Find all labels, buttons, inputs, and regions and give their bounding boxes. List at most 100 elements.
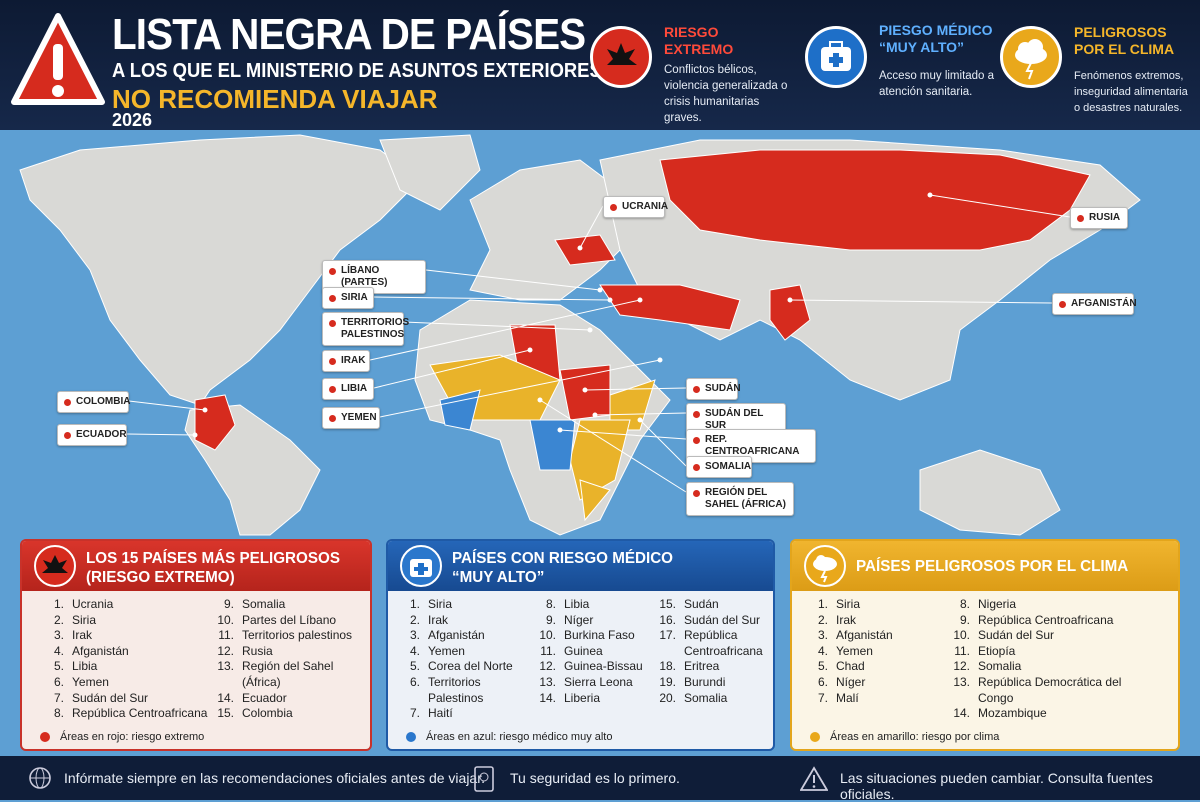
map-label: REGIÓN DEL SAHEL (ÁFRICA) <box>686 482 794 516</box>
item-name: Yemen <box>72 674 109 689</box>
leader-line <box>128 400 206 411</box>
list-item: 8. República Centroafricana <box>46 706 211 722</box>
item-number: 11. <box>218 628 234 643</box>
list-item: 13. Sierra Leona <box>538 675 656 691</box>
map-label: UCRANIA <box>603 196 668 218</box>
world-map <box>0 130 1200 538</box>
panel-body: 1. Ucrania 2. Siria 3. Irak 4. Afganistán 5. Libi… <box>22 591 370 749</box>
item-name: Siria <box>836 597 861 611</box>
item-number: 8. <box>545 597 556 611</box>
leader-dot <box>202 407 208 413</box>
list-item: 17. República Centroafricana <box>658 628 773 659</box>
item-name: Afganistán <box>72 643 129 658</box>
panel-subtitle: “MUY ALTO” <box>452 569 545 586</box>
leader-line <box>789 299 1053 304</box>
leader-line <box>584 387 687 391</box>
legend-description: Conflictos bélicos, violencia generaliza… <box>664 64 788 124</box>
panel: LOS 15 PAÍSES MÁS PELIGROSOS (RIESGO EXTR… <box>20 539 372 751</box>
leader-line <box>579 205 604 249</box>
note-dot <box>810 732 820 742</box>
leader-dot <box>607 297 613 303</box>
item-name: Somalia <box>978 659 1022 674</box>
item-number: 9. <box>959 612 970 627</box>
list-column: 8. Nigeria 9. República Centroafricana 10. Su… <box>952 597 1142 722</box>
leader-dot <box>527 347 533 353</box>
leader-dot <box>927 192 933 198</box>
item-number: 14. <box>217 690 234 705</box>
list-item: 1. Siria <box>810 597 950 613</box>
list-item: 6. Yemen <box>46 675 211 691</box>
item-number: 2. <box>409 612 420 627</box>
item-number: 10. <box>953 628 970 643</box>
leader-dot <box>587 327 593 333</box>
item-name: Libia <box>72 659 98 674</box>
list-item: 8. Libia <box>538 597 656 613</box>
item-number: 6. <box>409 674 420 689</box>
leader-dot <box>597 287 603 293</box>
item-name: Eritrea <box>684 659 720 674</box>
item-name: Sudán del Sur <box>684 612 761 627</box>
title: LISTA NEGRA DE PAÍSES <box>112 10 586 59</box>
item-number: 6. <box>817 674 828 689</box>
item-name: Guinea <box>564 643 603 658</box>
list-item: 4. Yemen <box>810 644 950 660</box>
list-item: 14. Mozambique <box>952 706 1142 722</box>
leader-dot <box>592 412 598 418</box>
passport-icon <box>474 766 494 792</box>
item-number: 4. <box>817 643 828 658</box>
item-number: 7. <box>409 706 420 721</box>
list-item: 19. Burundi <box>658 675 773 691</box>
leader-line <box>126 433 196 436</box>
footer-text: Las situaciones pueden cambiar. Consulta… <box>840 770 1153 802</box>
item-name: Somalia <box>242 597 286 611</box>
item-name: Afganistán <box>836 628 893 643</box>
item-name: Siria <box>72 612 97 627</box>
item-name: Etiopía <box>978 643 1016 658</box>
leader-line <box>539 399 687 493</box>
item-name: República Centroafricana <box>684 628 763 658</box>
header: LISTA NEGRA DE PAÍSES A LOS QUE EL MINIS… <box>0 0 1200 130</box>
item-number: 13. <box>539 674 556 689</box>
item-number: 14. <box>539 690 556 705</box>
item-number: 5. <box>817 659 828 674</box>
map-label: SOMALIA <box>686 456 752 478</box>
panel-header: PAÍSES CON RIESGO MÉDICO “MUY ALTO” <box>388 541 773 591</box>
item-name: Níger <box>564 612 594 627</box>
highlight: NO RECOMIENDA VIAJAR <box>112 84 438 114</box>
item-number: 3. <box>409 628 420 643</box>
map-label: ECUADOR <box>57 424 127 446</box>
legend-item: PELIGROSOS POR EL CLIMA Fenómenos extrem… <box>1000 22 1200 114</box>
item-number: 4. <box>53 643 64 658</box>
list-item: 4. Afganistán <box>46 644 211 660</box>
legend-icon <box>805 26 867 88</box>
item-number: 2. <box>53 612 64 627</box>
item-name: República Centroafricana <box>72 706 208 721</box>
item-number: 2. <box>817 612 828 627</box>
leader-line <box>403 321 591 331</box>
list-column: 9. Somalia 10. Partes del Líbano 11. Territor… <box>216 597 366 722</box>
list-column: 8. Libia 9. Níger 10. Burkina Faso 11. Guinea 12… <box>538 597 656 706</box>
list-item: 15. Sudán <box>658 597 773 613</box>
panel-title: LOS 15 PAÍSES MÁS PELIGROSOS <box>86 550 340 567</box>
item-number: 8. <box>53 706 64 721</box>
item-number: 16. <box>659 612 676 627</box>
note-text: Áreas en azul: riesgo médico muy alto <box>426 731 613 743</box>
leader-dot <box>192 432 198 438</box>
panel-icon <box>804 545 846 587</box>
item-name: Sierra Leona <box>564 674 633 689</box>
item-name: Irak <box>428 612 449 627</box>
list-item: 5. Libia <box>46 659 211 675</box>
list-item: 10. Sudán del Sur <box>952 628 1142 644</box>
map-label: SUDÁN <box>686 378 741 400</box>
leader-dot <box>557 427 563 433</box>
list-item: 7. Haití <box>402 706 532 722</box>
panel-body: 1. Siria 2. Irak 3. Afganistán 4. Yemen 5. Corea … <box>388 591 773 749</box>
list-item: 12. Rusia <box>216 644 366 660</box>
item-name: Sudán <box>684 597 719 611</box>
leader-dot <box>637 297 643 303</box>
item-number: 1. <box>409 597 420 611</box>
leader-dot <box>577 245 583 251</box>
legend-title: PELIGROSOS POR EL CLIMA <box>1074 24 1175 57</box>
item-number: 13. <box>217 659 234 674</box>
list-item: 14. Ecuador <box>216 691 366 707</box>
